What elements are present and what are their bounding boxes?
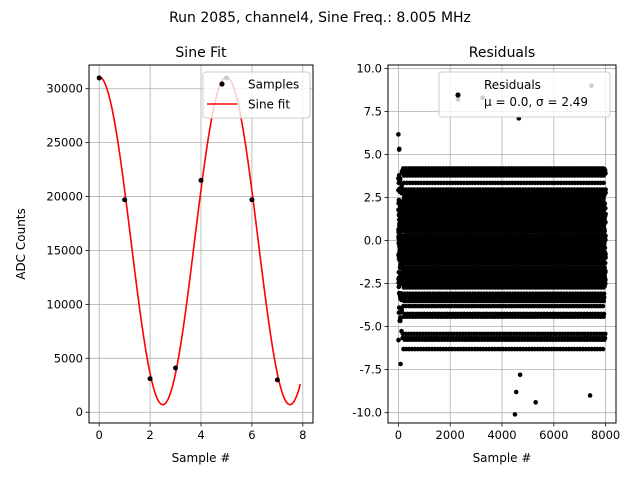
- sine-fit-legend: Samples Sine fit: [202, 71, 311, 119]
- figure-suptitle: Run 2085, channel4, Sine Freq.: 8.005 MH…: [169, 10, 471, 26]
- sine-fit-legend-box: [202, 71, 311, 119]
- residual-point: [398, 318, 403, 324]
- y-tick-label: 30000: [46, 82, 83, 96]
- x-tick-label: 2: [146, 428, 153, 442]
- residual-point: [398, 291, 404, 296]
- sine-fit-plot-area: [96, 75, 302, 406]
- residual-point: [396, 132, 401, 137]
- residual-point: [398, 361, 403, 367]
- sine-fit-panel: Sine Fit 0 2 4 6 8 0 5000 10000 15000 20000 25000…: [14, 45, 314, 465]
- sine-fit-y-label: ADC Counts: [14, 208, 28, 280]
- sine-fit-x-ticks: 0 2 4 6 8: [96, 423, 306, 442]
- x-tick-label: 6: [248, 428, 255, 442]
- residual-point: [397, 146, 402, 152]
- y-tick-label: 20000: [46, 190, 83, 204]
- x-tick-label: 4: [197, 428, 204, 442]
- y-tick-label: 0: [76, 405, 83, 419]
- x-tick-label: 0: [96, 428, 103, 442]
- residual-point: [396, 337, 401, 343]
- sine-fit-line: [99, 76, 302, 406]
- sample-point: [122, 197, 128, 203]
- y-tick-label: 25000: [46, 136, 83, 150]
- y-tick-label: 5000: [54, 351, 83, 365]
- y-tick-label: 15000: [46, 243, 83, 257]
- sine-fit-title: Sine Fit: [175, 45, 227, 61]
- residual-point: [397, 176, 403, 181]
- legend-sine-fit-label: Sine fit: [248, 98, 290, 112]
- residual-point: [398, 315, 403, 320]
- sine-fit-x-label: Sample #: [172, 451, 231, 465]
- x-tick-label: 8: [299, 428, 306, 442]
- sample-point: [198, 177, 204, 183]
- sample-point: [96, 75, 102, 81]
- legend-samples-label: Samples: [248, 78, 299, 92]
- residuals-panel: Residuals 0 2000 4000 6000 8000 -10.0-7.5-5.…: [352, 45, 620, 465]
- residuals-title: Residuals: [469, 45, 535, 61]
- residual-point: [399, 308, 405, 313]
- sine-fit-y-ticks: 0 5000 10000 15000 20000 25000 30000: [46, 82, 89, 419]
- sample-point: [173, 365, 179, 371]
- sample-point: [274, 377, 280, 383]
- legend-samples-marker: [219, 81, 225, 87]
- residuals-plot-area: [396, 83, 608, 417]
- y-tick-label: 10000: [46, 297, 83, 311]
- sample-point: [249, 197, 255, 203]
- sample-point: [147, 376, 153, 382]
